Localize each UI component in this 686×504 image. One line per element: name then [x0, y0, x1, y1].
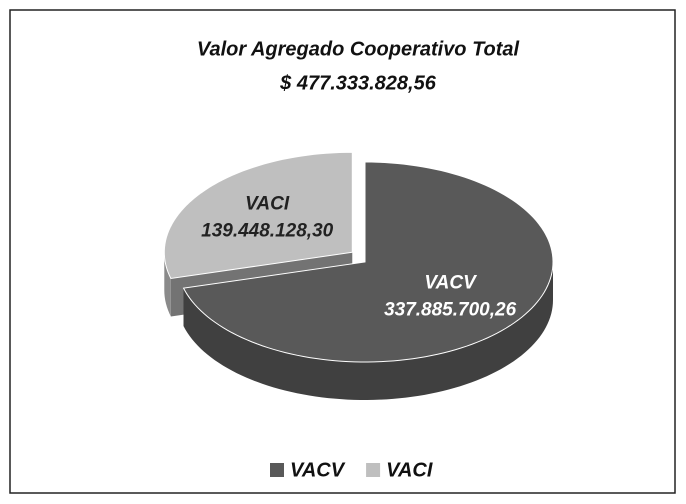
legend-label: VACV — [290, 459, 346, 481]
chart-title: Valor Agregado Cooperativo Total — [197, 38, 520, 60]
data-label-category: VACI — [245, 194, 290, 215]
chart-subtitle: $ 477.333.828,56 — [279, 72, 437, 94]
slice-side — [183, 262, 554, 400]
data-label-category: VACV — [424, 273, 477, 294]
legend-label: VACI — [386, 459, 433, 481]
slice — [182, 161, 554, 363]
slice-side — [164, 252, 171, 317]
slice — [163, 151, 353, 279]
legend-swatch — [270, 463, 284, 477]
legend-swatch — [366, 463, 381, 477]
data-label-value: 139.448.128,30 — [201, 221, 334, 242]
data-label-value: 337.885.700,26 — [384, 300, 517, 321]
